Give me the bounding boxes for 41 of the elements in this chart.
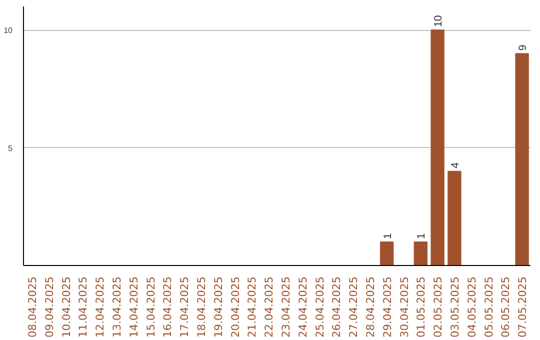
- data-label: 4: [449, 162, 462, 168]
- x-tick-label: 04.05.2025: [465, 276, 478, 338]
- data-label: 1: [416, 232, 428, 239]
- x-tick-label: 16.04.2025: [161, 276, 174, 338]
- bar: [380, 241, 394, 266]
- x-tick-label: 12.04.2025: [94, 276, 107, 338]
- bar: [430, 30, 444, 266]
- x-tick-label: 10.04.2025: [60, 276, 73, 338]
- x-tick-label: 08.04.2025: [26, 276, 39, 338]
- x-tick-label: 11.04.2025: [76, 276, 90, 338]
- x-tick-label: 02.05.2025: [432, 276, 445, 338]
- x-tick-label: 20.04.2025: [228, 276, 242, 338]
- bar: [515, 53, 529, 266]
- x-tick-label: 23.04.2025: [279, 276, 292, 338]
- bar: [414, 241, 428, 266]
- x-tick-label: 09.04.2025: [42, 276, 56, 338]
- data-label: 10: [432, 15, 445, 28]
- x-tick-label: 06.05.2025: [499, 276, 512, 338]
- x-tick-label: 27.04.2025: [347, 276, 360, 338]
- x-tick-label: 14.04.2025: [127, 276, 140, 338]
- x-tick-label: 26.04.2025: [330, 276, 344, 338]
- x-tick-label: 24.04.2025: [296, 276, 310, 338]
- x-tick-label: 17.04.2025: [178, 276, 192, 338]
- x-tick-label: 03.05.2025: [448, 276, 462, 338]
- x-tick-label: 25.04.2025: [313, 276, 326, 338]
- x-tick-label: 15.04.2025: [144, 276, 158, 338]
- x-tick-label: 28.04.2025: [364, 276, 377, 338]
- x-tick-label: 29.04.2025: [380, 276, 394, 338]
- data-label: 1: [382, 232, 394, 239]
- x-tick-label: 18.04.2025: [194, 276, 208, 338]
- x-tick-label: 22.04.2025: [262, 276, 276, 338]
- x-tick-label: 21.04.2025: [246, 276, 259, 338]
- x-tick-label: 19.04.2025: [212, 276, 225, 338]
- data-label: 9: [517, 44, 530, 51]
- x-tick-label: 13.04.2025: [110, 276, 124, 338]
- x-tick-label: 01.05.2025: [414, 276, 428, 338]
- x-tick-label: 07.05.2025: [516, 276, 530, 338]
- x-tick-label: 05.05.2025: [482, 276, 496, 338]
- y-tick-label: 5: [8, 144, 14, 153]
- bar: [448, 170, 462, 266]
- x-tick-label: 30.04.2025: [398, 276, 411, 338]
